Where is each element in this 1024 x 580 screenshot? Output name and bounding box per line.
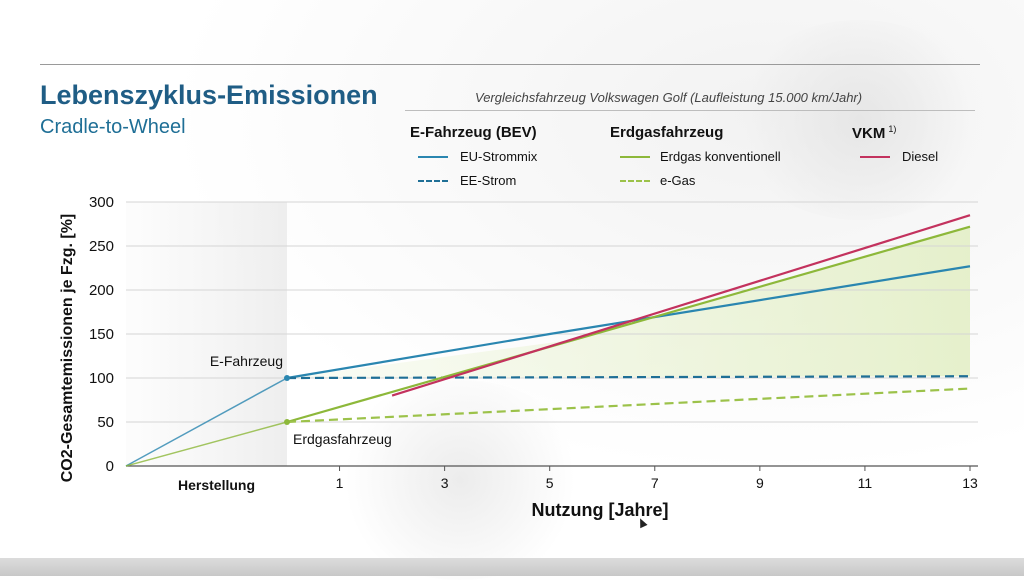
slide-subtitle: Cradle-to-Wheel <box>40 116 186 138</box>
legend-label-e-gas: e-Gas <box>660 173 696 188</box>
series-line-erdgas-konventionell <box>286 225 971 424</box>
x-tick-label: 5 <box>546 475 554 491</box>
emission-gap-area <box>287 226 970 378</box>
x-tick-label: 1 <box>336 475 344 491</box>
series-line-diesel <box>391 214 971 397</box>
series-line-eu-strommix <box>286 265 971 380</box>
note-divider <box>405 110 975 111</box>
x-tick-label: 11 <box>858 475 873 491</box>
start-point <box>284 375 290 381</box>
legend-label-diesel: Diesel <box>902 149 939 164</box>
x-axis-title: Nutzung [Jahre] <box>532 500 669 520</box>
window-bottom-bar <box>0 558 1024 576</box>
legend-swatch-e-gas <box>620 180 650 182</box>
header-divider <box>40 64 980 65</box>
series-line-e-gas <box>286 387 971 424</box>
legend-label-erdgas-konventionell: Erdgas konventionell <box>660 149 781 164</box>
slide-title: Lebenszyklus-Emissionen <box>40 80 378 110</box>
legend-swatch-diesel <box>860 156 890 158</box>
chart-legend: E-Fahrzeug (BEV) EU-Strommix EE-Strom Er… <box>0 0 1024 200</box>
y-tick-label: 300 <box>89 194 114 211</box>
legend-heading-vkm: VKM 1) <box>852 124 897 142</box>
production-ramp-eu-strommix <box>125 377 288 467</box>
legend-heading-erdgas: Erdgasfahrzeug <box>610 124 724 141</box>
footnote-marker: 1) <box>888 124 897 134</box>
x-production-label: Herstellung <box>178 477 255 493</box>
annotation-erdgasfahrzeug: Erdgasfahrzeug <box>293 431 392 447</box>
y-axis-title: CO2-Gesamtemissionen je Fzg. [%] <box>59 214 76 483</box>
comparison-note: Vergleichsfahrzeug Volkswagen Golf (Lauf… <box>475 90 863 105</box>
legend-swatch-eu-strommix <box>418 156 448 158</box>
y-tick-label: 250 <box>89 238 114 255</box>
legend-swatch-erdgas-konventionell <box>620 156 650 158</box>
y-tick-label: 200 <box>89 282 114 299</box>
x-tick-label: 3 <box>441 475 449 491</box>
y-tick-label: 100 <box>89 370 114 387</box>
y-tick-label: 50 <box>97 414 114 431</box>
legend-label-ee-strom: EE-Strom <box>460 173 517 188</box>
production-ramp-erdgas-konventionell <box>125 421 288 467</box>
start-point <box>284 419 290 425</box>
legend-swatch-ee-strom <box>418 180 448 182</box>
x-tick-label: 7 <box>651 475 659 491</box>
x-tick-label: 13 <box>962 475 978 491</box>
annotation-e-fahrzeug: E-Fahrzeug <box>210 353 283 369</box>
x-tick-label: 9 <box>756 475 764 491</box>
legend-heading-bev: E-Fahrzeug (BEV) <box>410 124 537 141</box>
decorative-light-blob <box>730 20 990 220</box>
legend-label-eu-strommix: EU-Strommix <box>460 149 538 164</box>
series-line-ee-strom <box>286 375 971 380</box>
y-tick-label: 0 <box>106 458 114 475</box>
y-tick-label: 150 <box>89 326 114 343</box>
